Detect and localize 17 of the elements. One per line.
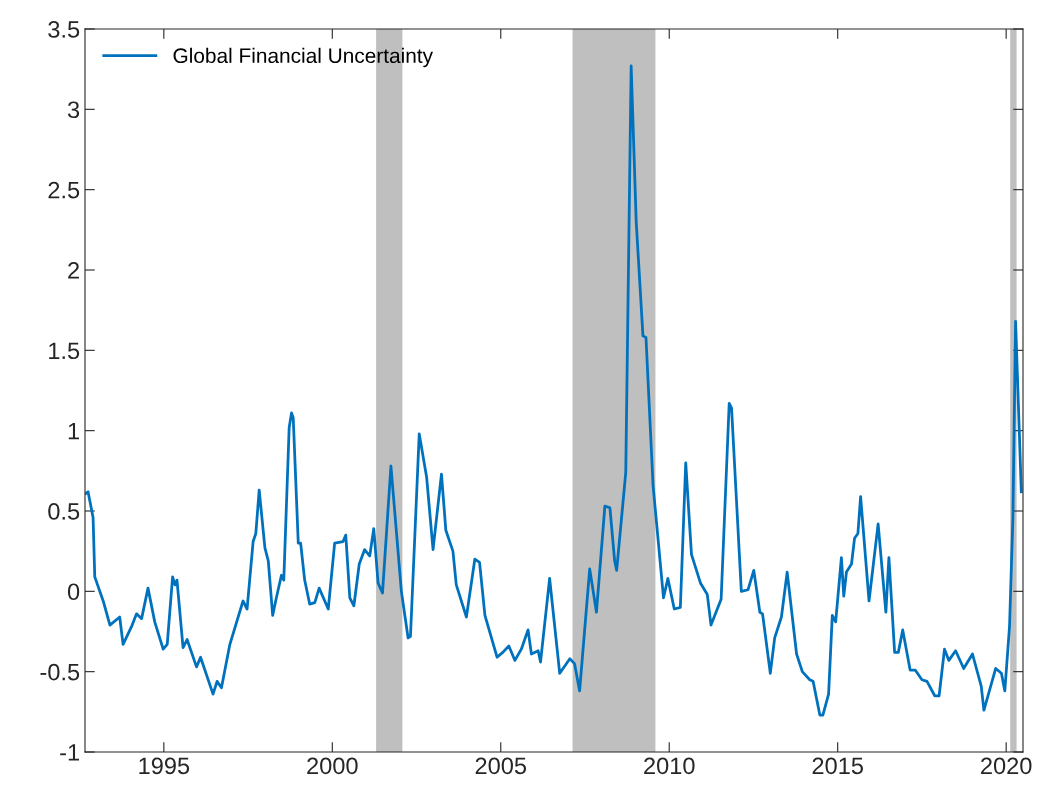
legend-label: Global Financial Uncertainty	[173, 47, 433, 68]
y-tick-label: -0.5	[40, 663, 80, 681]
y-tick-label: 2.5	[48, 181, 80, 199]
y-tick-label: 1.5	[49, 342, 80, 360]
y-tick-label: 0.5	[48, 503, 80, 520]
x-tick-label: 2020	[981, 757, 1032, 775]
y-tick-label: -1	[60, 744, 79, 761]
x-tick-label: 1995	[139, 757, 190, 775]
x-tick-label: 2000	[307, 757, 358, 775]
x-tick-label: 2010	[644, 757, 695, 775]
y-tick-label: 3	[67, 101, 80, 119]
x-tick-label: 2005	[475, 757, 527, 775]
y-tick-label: 2	[68, 262, 79, 279]
y-tick-label: 3.5	[48, 21, 80, 38]
y-tick-label: 1	[68, 422, 79, 440]
y-tick-label: 0	[67, 583, 80, 601]
x-tick-label: 2015	[812, 757, 863, 775]
